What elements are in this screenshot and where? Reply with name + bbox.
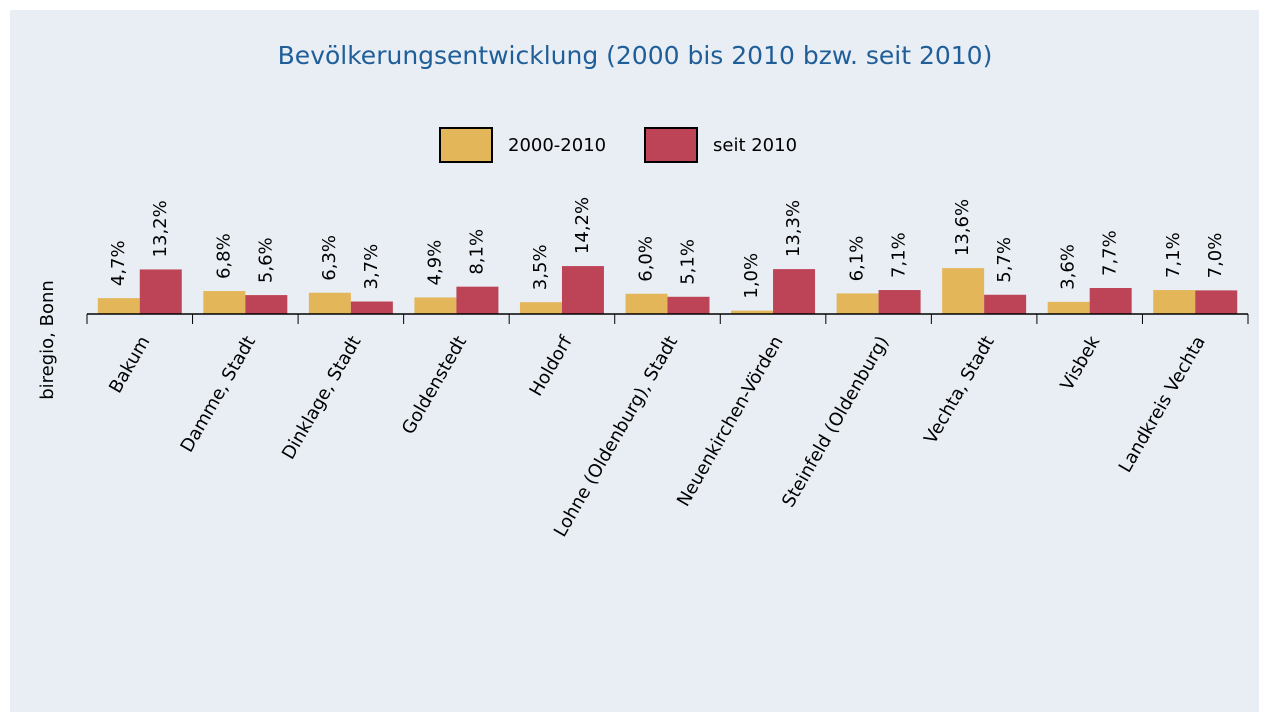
value-label: 13,6% bbox=[952, 199, 973, 256]
value-label: 4,9% bbox=[424, 240, 445, 286]
value-label: 6,8% bbox=[213, 233, 234, 279]
value-label: 7,7% bbox=[1100, 230, 1121, 276]
value-label: 4,7% bbox=[108, 240, 129, 286]
legend-swatch bbox=[439, 127, 493, 163]
bar bbox=[667, 296, 710, 314]
bar bbox=[350, 301, 393, 314]
value-label: 1,0% bbox=[741, 253, 762, 299]
bar bbox=[245, 295, 288, 314]
value-label: 14,2% bbox=[572, 197, 593, 254]
value-label: 5,1% bbox=[678, 239, 699, 285]
bar bbox=[519, 302, 562, 314]
bar bbox=[984, 294, 1027, 314]
value-label: 5,6% bbox=[255, 237, 276, 283]
bar bbox=[561, 266, 604, 314]
bar bbox=[139, 269, 182, 314]
legend-label: seit 2010 bbox=[713, 135, 797, 156]
bar bbox=[308, 292, 351, 314]
value-label: 7,1% bbox=[1163, 232, 1184, 278]
value-label: 3,5% bbox=[530, 244, 551, 290]
bar bbox=[456, 286, 499, 314]
value-label: 6,1% bbox=[847, 236, 868, 282]
value-label: 13,3% bbox=[783, 200, 804, 257]
bar bbox=[773, 269, 816, 314]
bar bbox=[942, 268, 985, 314]
value-label: 6,3% bbox=[319, 235, 340, 281]
bar bbox=[836, 293, 879, 314]
bar bbox=[878, 290, 921, 314]
bar bbox=[1195, 290, 1238, 314]
value-label: 6,0% bbox=[636, 236, 657, 282]
bar bbox=[1089, 288, 1132, 314]
value-label: 7,0% bbox=[1205, 233, 1226, 279]
bar bbox=[1047, 301, 1090, 314]
bar bbox=[731, 310, 774, 314]
y-axis-label: biregio, Bonn bbox=[37, 280, 58, 400]
value-label: 5,7% bbox=[994, 237, 1015, 283]
bar bbox=[97, 298, 140, 314]
legend-swatch bbox=[644, 127, 698, 163]
value-label: 3,6% bbox=[1058, 244, 1079, 290]
chart-title: Bevölkerungsentwicklung (2000 bis 2010 b… bbox=[278, 41, 993, 70]
bar bbox=[1153, 290, 1196, 314]
value-label: 3,7% bbox=[361, 244, 382, 290]
panel bbox=[10, 10, 1259, 712]
bar bbox=[203, 291, 246, 314]
bar bbox=[414, 297, 457, 314]
value-label: 8,1% bbox=[466, 229, 487, 275]
value-label: 7,1% bbox=[889, 232, 910, 278]
value-label: 13,2% bbox=[150, 200, 171, 257]
legend-label: 2000-2010 bbox=[508, 135, 606, 156]
bar bbox=[625, 293, 668, 314]
